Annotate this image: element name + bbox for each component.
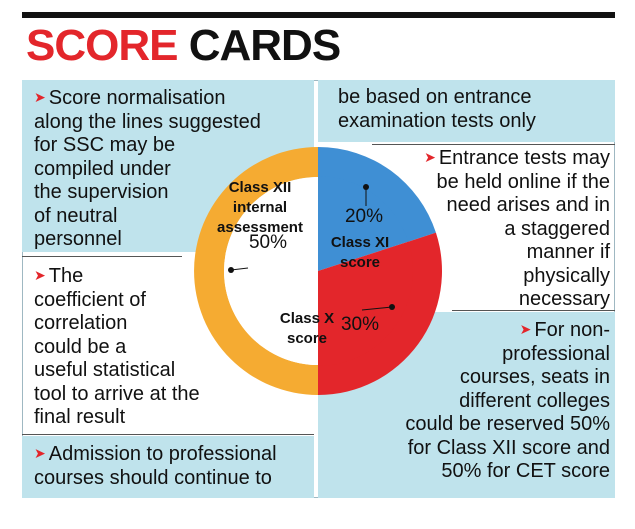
note-line: ➤ Admission to professional — [34, 443, 277, 465]
slice-value-2: 30% — [341, 314, 379, 335]
note-line: courses should continue to — [34, 466, 272, 489]
note-normalisation: ➤ Score normalisation along the lines sug… — [34, 86, 261, 252]
note-line: for SSC may be — [34, 134, 176, 156]
donut-slice-1 — [318, 147, 436, 242]
donut-slice-1-wedge — [318, 176, 409, 271]
donut-slice-2 — [318, 232, 442, 395]
slice-label-2-line-1: Class X — [280, 310, 334, 327]
slice-value-1: 20% — [345, 206, 383, 227]
note-line: useful statistical — [34, 359, 176, 381]
note-line: the supervision — [34, 181, 169, 203]
note-entrance-basis: be based on entrance examination tests o… — [338, 86, 536, 133]
page-title: SCORE CARDS — [26, 21, 341, 70]
note-line: personnel — [34, 228, 122, 250]
slice-label-3-line-1: Class XII — [229, 179, 292, 196]
note-line: be based on entrance — [338, 86, 532, 108]
note-line: ➤ Entrance tests may — [424, 147, 610, 169]
leader-line — [361, 306, 393, 311]
note-line: ➤ For non- — [519, 319, 610, 341]
note-line: a staggered — [504, 217, 610, 240]
note-line: coefficient of — [34, 288, 146, 311]
title-word-score: SCORE — [26, 21, 178, 70]
note-line: be held online if the — [436, 170, 610, 193]
note-correlation: ➤ The coefficient of correlation could be… — [34, 264, 200, 430]
note-line: compiled under — [34, 157, 171, 180]
note-line: physically — [523, 264, 610, 287]
note-line: examination tests only — [338, 109, 536, 132]
note-line: tool to arrive at the — [34, 382, 200, 405]
arrow-icon: ➤ — [519, 321, 532, 337]
note-line: for Class XII score and — [407, 436, 610, 459]
slice-label-1-line-1: Class XI — [331, 234, 389, 251]
slice-value-3: 50% — [249, 232, 287, 253]
note-box-admission — [22, 436, 314, 498]
arrow-icon: ➤ — [34, 445, 46, 461]
title-word-cards: CARDS — [188, 21, 341, 70]
note-line: need arises and in — [446, 194, 610, 216]
note-line: final result — [34, 406, 126, 428]
donut-slice-3 — [194, 147, 318, 395]
arrow-icon: ➤ — [34, 89, 46, 105]
note-line: could be a — [34, 335, 127, 358]
separator-line — [372, 144, 615, 145]
separator-line — [452, 310, 615, 311]
note-line: ➤ Score normalisation — [34, 87, 226, 109]
leader-line — [230, 267, 249, 271]
note-line: along the lines suggested — [34, 110, 261, 133]
note-line: manner if — [526, 241, 610, 263]
note-online-tests: ➤ Entrance tests may be held online if th… — [424, 146, 610, 312]
arrow-icon: ➤ — [34, 267, 46, 283]
note-line: 50% for CET score — [441, 460, 610, 482]
note-box-entrance-basis — [318, 80, 615, 142]
note-line: courses, seats in — [459, 366, 610, 388]
separator-line — [22, 256, 182, 257]
slice-label-3-line-2: internal — [233, 199, 287, 216]
note-line: ➤ The — [34, 265, 84, 287]
top-rule — [22, 12, 615, 18]
separator-line — [22, 434, 314, 435]
note-line: different colleges — [459, 389, 610, 412]
arrow-icon: ➤ — [424, 149, 436, 165]
note-line: of neutral — [34, 204, 118, 227]
donut-slice-2-wedge — [318, 241, 414, 366]
note-seat-reservation: ➤ For non- professional courses, seats in… — [405, 318, 610, 484]
note-admission: ➤ Admission to professional courses shoul… — [34, 442, 277, 490]
note-line: professional — [502, 342, 610, 365]
note-line: necessary — [518, 288, 610, 310]
slice-label-3-line-3: assessment — [217, 219, 303, 236]
slice-label-1-line-2: score — [340, 254, 380, 271]
note-line: correlation — [34, 312, 128, 334]
note-line: could be reserved 50% — [405, 413, 610, 435]
slice-label-2-line-2: score — [287, 330, 327, 347]
